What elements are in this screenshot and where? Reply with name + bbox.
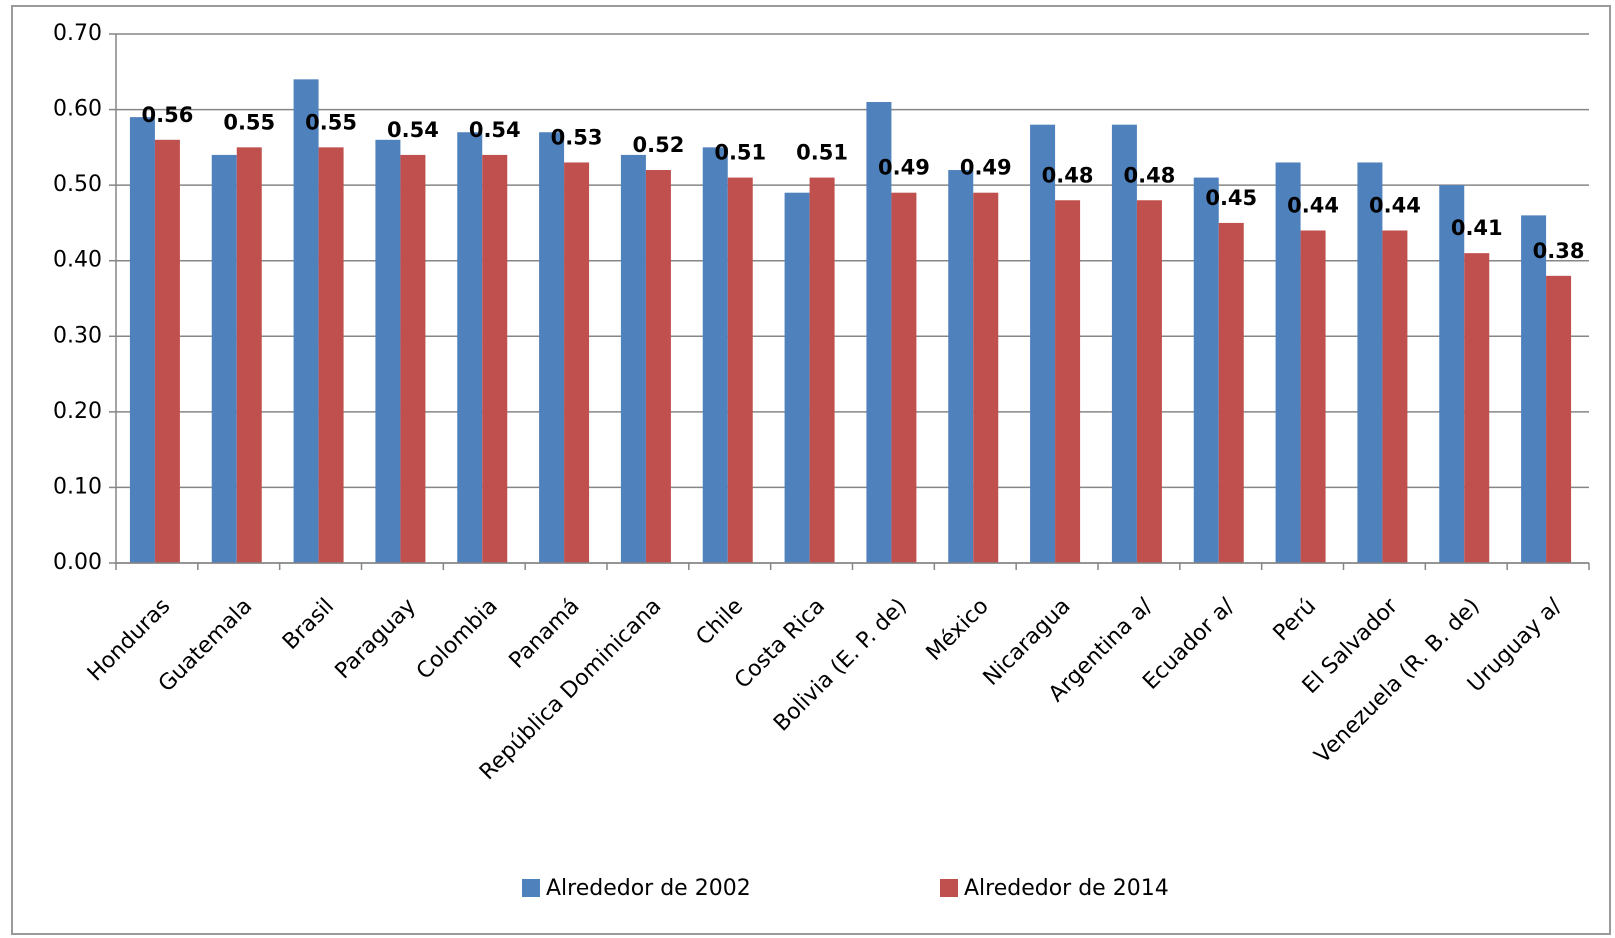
bar (154, 139, 180, 564)
bar (236, 147, 262, 563)
data-label: 0.55 (223, 110, 275, 134)
legend-label: Alrededor de 2002 (546, 876, 751, 901)
y-tick-label: 0.00 (53, 550, 102, 575)
bar (1275, 162, 1301, 563)
bar (702, 147, 728, 563)
chart-border (11, 5, 1611, 935)
bar (564, 162, 590, 563)
legend-label: Alrededor de 2014 (964, 876, 1169, 901)
x-tick-label: Chile (692, 594, 749, 651)
bar (1193, 177, 1219, 564)
bar (784, 192, 810, 563)
legend-swatch (522, 879, 540, 897)
bar (891, 192, 917, 563)
bar (620, 154, 646, 563)
bar (129, 117, 155, 563)
x-tick-label: Perú (1269, 594, 1321, 646)
bar (1382, 230, 1408, 563)
data-label: 0.41 (1451, 216, 1503, 240)
y-tick-label: 0.30 (53, 323, 102, 348)
bar (1111, 124, 1137, 563)
y-tick-label: 0.20 (53, 399, 102, 424)
bar (1030, 124, 1056, 563)
data-label: 0.48 (1124, 163, 1176, 187)
bar (1439, 185, 1465, 563)
x-tick-label: Venezuela (R. B. de) (1310, 594, 1485, 769)
y-tick-label: 0.40 (53, 248, 102, 273)
y-tick-label: 0.50 (53, 172, 102, 197)
x-tick-label: Brasil (278, 594, 339, 655)
bar (645, 170, 671, 563)
bar (973, 192, 999, 563)
bar (1464, 253, 1490, 563)
bar (1218, 222, 1244, 563)
bar (482, 154, 508, 563)
bar (400, 154, 426, 563)
data-label: 0.54 (469, 118, 521, 142)
y-tick-label: 0.70 (53, 21, 102, 46)
data-label: 0.48 (1042, 163, 1094, 187)
legend-swatch (940, 879, 958, 897)
bar (809, 177, 835, 564)
data-label: 0.49 (878, 156, 930, 180)
bar (1357, 162, 1383, 563)
data-label: 0.44 (1369, 193, 1421, 217)
x-tick-label: Colombia (412, 594, 503, 685)
data-label: 0.52 (633, 133, 685, 157)
y-tick-label: 0.60 (53, 97, 102, 122)
bar (375, 139, 401, 564)
bar (457, 132, 483, 563)
bar (1055, 200, 1081, 563)
data-label: 0.38 (1533, 239, 1585, 263)
data-label: 0.45 (1205, 186, 1257, 210)
bar (293, 79, 319, 563)
bar (727, 177, 753, 564)
bar (1136, 200, 1162, 563)
data-label: 0.54 (387, 118, 439, 142)
data-label: 0.51 (796, 141, 848, 165)
data-label: 0.49 (960, 156, 1012, 180)
x-tick-label: Paraguay (331, 594, 421, 684)
data-label: 0.56 (142, 103, 194, 127)
bar (866, 102, 892, 563)
data-label: 0.51 (714, 141, 766, 165)
data-label: 0.55 (305, 110, 357, 134)
bar (948, 170, 974, 563)
bar (1521, 215, 1547, 563)
data-label: 0.44 (1287, 193, 1339, 217)
y-tick-label: 0.10 (53, 474, 102, 499)
data-label: 0.53 (551, 125, 603, 149)
bar (211, 154, 237, 563)
bar (539, 132, 565, 563)
x-tick-label: México (922, 594, 994, 666)
bar (318, 147, 344, 563)
bar (1300, 230, 1326, 563)
bar (1546, 275, 1572, 563)
x-tick-label: Panamá (505, 594, 585, 674)
